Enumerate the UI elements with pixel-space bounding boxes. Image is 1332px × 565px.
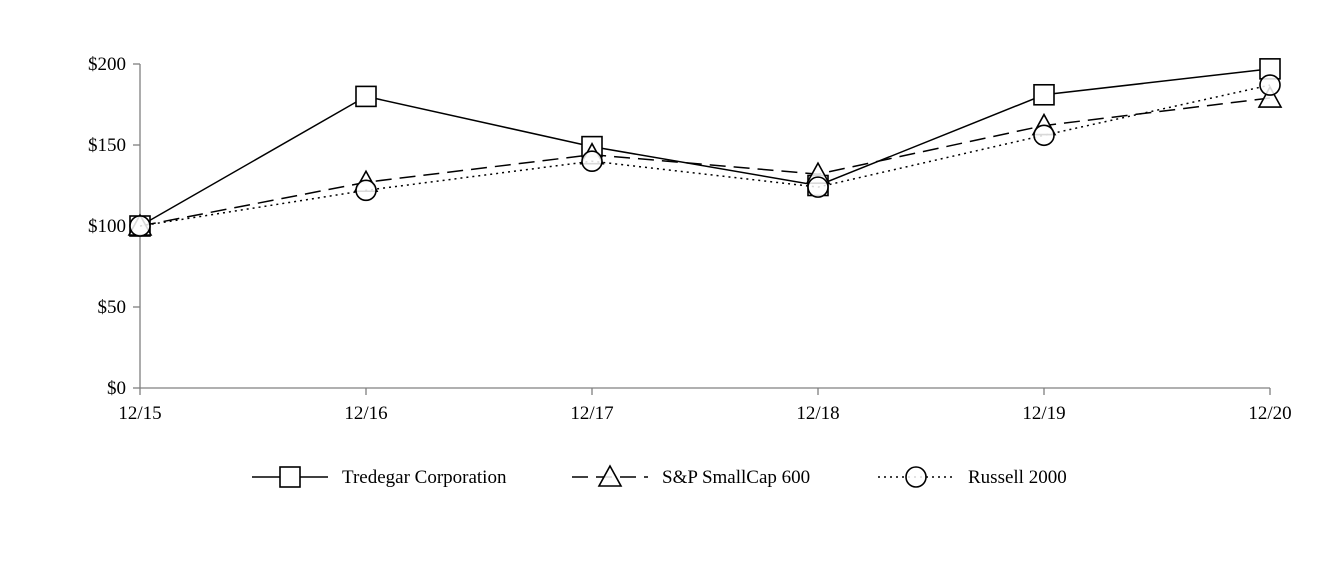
x-tick-label: 12/18 [796, 403, 839, 424]
series-line [139, 97, 1271, 227]
data-point-circle [807, 176, 829, 198]
x-tick-label: 12/17 [570, 403, 613, 424]
data-point-square [1033, 83, 1055, 106]
series-square [129, 58, 1281, 237]
chart-series [127, 58, 1283, 237]
x-tick-label: 12/15 [118, 403, 161, 424]
legend-item: S&P SmallCap 600 [572, 464, 810, 488]
legend-label: S&P SmallCap 600 [662, 467, 810, 488]
y-tick-label: $50 [98, 297, 127, 318]
series-line [139, 68, 1271, 227]
legend-marker-square [279, 466, 301, 488]
chart-axes: $0 $50 $100 $150 $200 12/15 12/16 12/17 12/18 12/… [88, 54, 1292, 424]
x-tick-label: 12/19 [1022, 403, 1065, 424]
y-tick-label: $0 [107, 378, 126, 399]
legend-marker-triangle [597, 464, 623, 487]
data-point-square [355, 85, 377, 108]
data-point-circle [1033, 124, 1055, 147]
x-tick-label: 12/16 [344, 403, 387, 424]
data-point-circle [355, 179, 377, 202]
legend-item: Tredegar Corporation [252, 466, 507, 488]
series-line [139, 84, 1271, 227]
y-tick-label: $200 [88, 54, 126, 75]
series-circle [129, 74, 1281, 237]
data-point-triangle [1257, 85, 1283, 108]
y-tick-label: $150 [88, 135, 126, 156]
y-tick-label: $100 [88, 216, 126, 237]
x-tick-label: 12/20 [1248, 403, 1291, 424]
legend-label: Tredegar Corporation [342, 467, 507, 488]
data-point-circle [581, 150, 603, 172]
data-point-circle [129, 215, 151, 237]
chart-legend: Tredegar Corporation S&P SmallCap 600 Russ… [252, 464, 1067, 488]
data-point-circle [1259, 74, 1281, 96]
legend-item: Russell 2000 [878, 466, 1067, 488]
series-triangle [127, 85, 1283, 236]
legend-label: Russell 2000 [968, 467, 1067, 488]
legend-marker-circle [905, 466, 927, 488]
